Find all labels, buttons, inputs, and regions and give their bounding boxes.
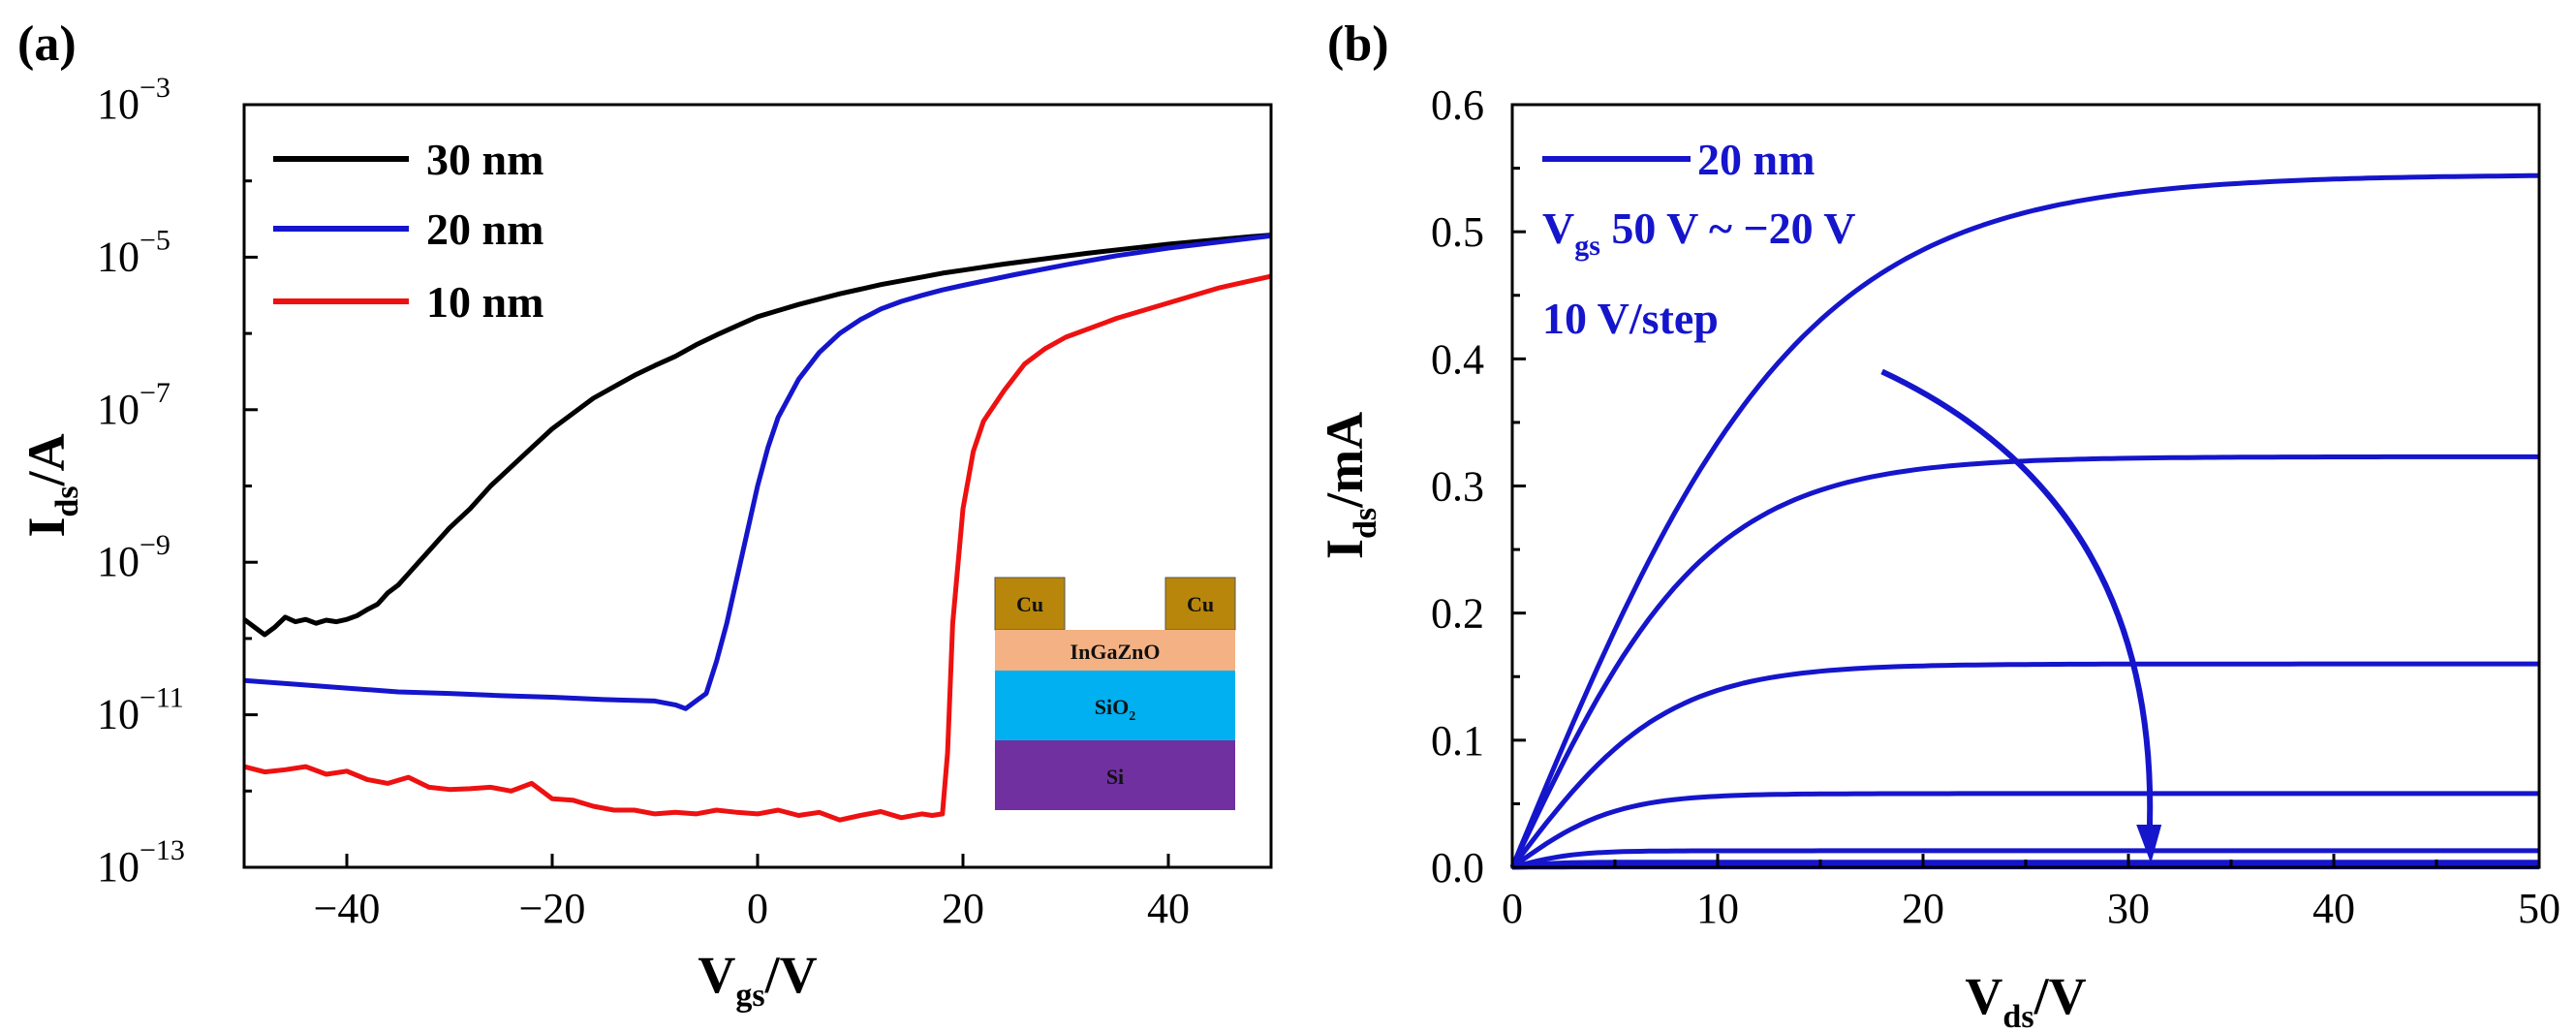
a-x-tick-label: −40 <box>314 885 381 932</box>
a-y-tick-label: 10−9 <box>97 529 171 585</box>
a-y-tick-label: 10−5 <box>97 224 171 280</box>
series-line-10-nm <box>243 273 1272 823</box>
legend-label-30nm: 30 nm <box>426 135 543 184</box>
inset-sio2-label: SiO2 <box>1095 695 1135 724</box>
a-x-tick-label: 0 <box>747 885 768 932</box>
b-y-tick-label: 0.5 <box>1431 208 1484 256</box>
b-x-tick-label: 20 <box>1902 885 1944 932</box>
curve-vgs-50-v <box>1509 172 2539 868</box>
inset-ingazno-label: InGaZnO <box>1071 640 1161 664</box>
panel-b-legend: 20 nm Vgs 50 V ~ −20 V 10 V/step <box>1542 135 1856 343</box>
legend-step: 10 V/step <box>1542 294 1719 343</box>
a-x-tick-label: 20 <box>942 885 984 932</box>
a-y-tick-label: 10−7 <box>97 377 171 433</box>
b-y-tick-label: 0.0 <box>1431 844 1484 892</box>
panel-a-x-axis-title: Vgs/V <box>698 946 817 1014</box>
inset-cu-left-label: Cu <box>1016 592 1043 616</box>
inset-si-layer <box>995 740 1235 810</box>
inset-cu-right-layer <box>1164 577 1236 631</box>
panel-b-y-axis-title: Ids/mA <box>1316 412 1383 559</box>
device-structure-inset: Cu Cu InGaZnO SiO2 Si <box>994 577 1236 810</box>
legend-label-20nm-b: 20 nm <box>1697 135 1815 184</box>
inset-si-label: Si <box>1106 765 1124 789</box>
b-y-tick-label: 0.2 <box>1431 590 1484 638</box>
b-x-tick-label: 0 <box>1502 885 1523 932</box>
series-line-30-nm <box>242 233 1272 638</box>
panel-a-legend: 30 nm 20 nm 10 nm <box>273 135 543 327</box>
panel-b-ticks: 0 10 20 30 40 50 0.0 0.1 0.2 0.3 0.4 0.5 0.6 <box>1431 81 2560 932</box>
a-x-tick-label: −20 <box>519 885 586 932</box>
b-x-tick-label: 40 <box>2312 885 2355 932</box>
curve-vgs-30-v <box>1510 661 2539 869</box>
a-y-tick-label: 10−13 <box>97 834 185 891</box>
arrow-shaft <box>1880 368 2154 847</box>
legend-label-20nm: 20 nm <box>426 204 543 254</box>
panel-a-frame <box>242 103 1273 869</box>
a-x-tick-label: 40 <box>1147 885 1190 932</box>
inset-ingazno-layer <box>995 630 1235 671</box>
panel-a-series <box>242 233 1272 823</box>
legend-label-10nm: 10 nm <box>426 277 543 327</box>
panel-b-label: (b) <box>1327 16 1389 72</box>
b-y-tick-label: 0.3 <box>1431 463 1484 511</box>
b-x-tick-label: 30 <box>2107 885 2150 932</box>
inset-cu-right-label: Cu <box>1187 592 1214 616</box>
panel-a: (a) Cu Cu InGaZnO SiO2 Si 30 nm 20 nm 10… <box>17 16 1273 1014</box>
panel-b: (b) 20 nm Vgs 50 V ~ −20 V 10 V/step 0 10… <box>1316 16 2560 1033</box>
vgs-direction-arrow <box>1880 368 2162 863</box>
b-x-tick-label: 50 <box>2518 885 2560 932</box>
legend-vgs-range: Vgs 50 V ~ −20 V <box>1542 203 1856 262</box>
a-y-tick-label: 10−3 <box>97 72 171 128</box>
panel-b-x-axis-title: Vds/V <box>1965 967 2086 1033</box>
b-y-tick-label: 0.4 <box>1431 335 1484 383</box>
b-y-tick-label: 0.6 <box>1431 81 1484 129</box>
panel-a-label: (a) <box>17 16 77 72</box>
curve-vgs-10-v <box>1511 848 2539 870</box>
arrow-head <box>2136 825 2162 863</box>
series-line-20-nm <box>243 233 1272 711</box>
inset-cu-left-layer <box>994 577 1066 631</box>
b-x-tick-label: 10 <box>1696 885 1739 932</box>
panel-a-ticks: −40 −20 0 20 40 10−13 10−11 10−9 10−7 10−5 10−3 <box>97 72 1190 932</box>
inset-sio2-layer <box>995 671 1235 740</box>
curve-vgs-20-v <box>1510 791 2539 870</box>
b-y-tick-label: 0.1 <box>1431 717 1484 765</box>
panel-b-frame <box>1510 103 2541 869</box>
panel-b-series <box>1509 172 2539 870</box>
panel-a-y-axis-title: Ids/A <box>17 433 85 537</box>
curve-vgs-40-v <box>1509 454 2539 869</box>
a-y-tick-label: 10−11 <box>97 682 184 738</box>
